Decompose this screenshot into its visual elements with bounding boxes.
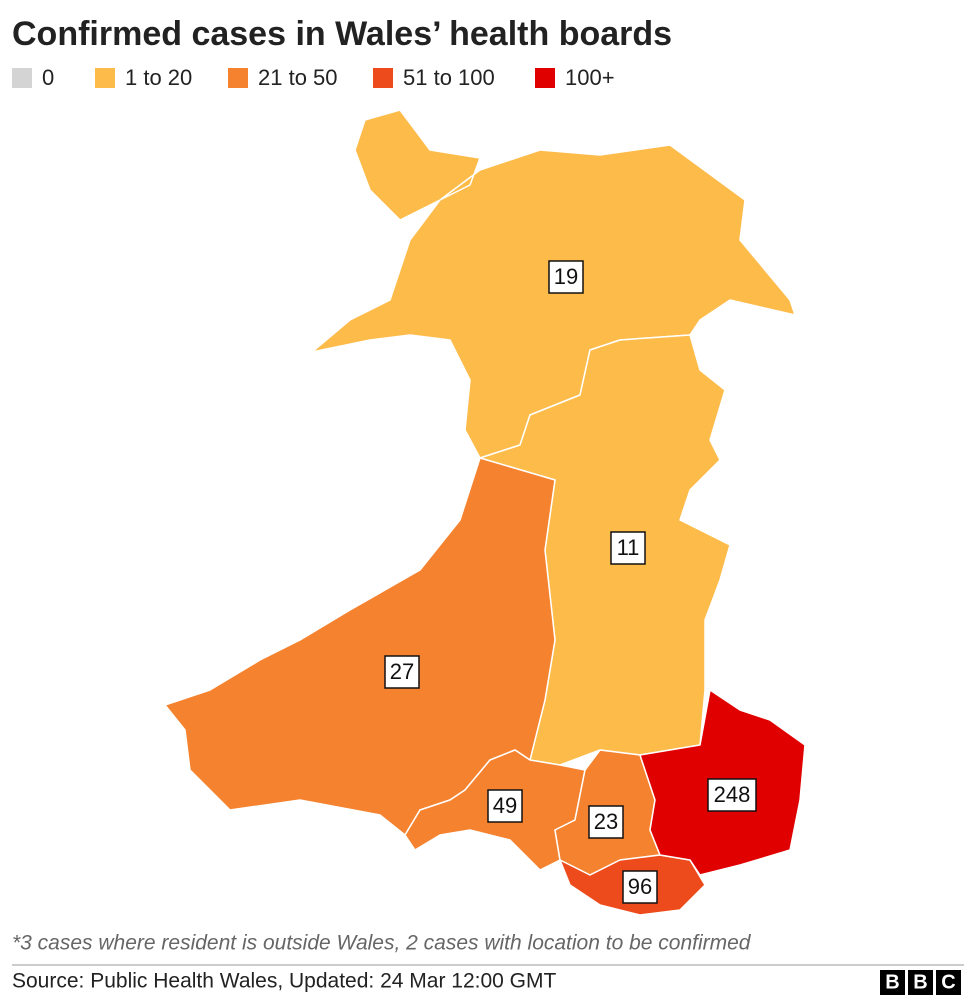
logo-block <box>880 970 905 995</box>
value-label: 19 <box>554 264 578 289</box>
value-box: 96 <box>622 870 658 904</box>
value-box: 49 <box>487 789 523 823</box>
legend-label: 0 <box>42 65 54 90</box>
value-label: 27 <box>390 659 414 684</box>
title: Confirmed cases in Wales’ health boards <box>12 15 672 53</box>
value-label: 248 <box>714 782 751 807</box>
value-box: 11 <box>610 531 646 565</box>
value-box: 19 <box>548 260 584 294</box>
legend-swatch <box>95 68 115 88</box>
map <box>164 109 806 916</box>
legend-label: 100+ <box>565 65 615 90</box>
value-label: 96 <box>628 874 652 899</box>
legend-swatch <box>12 68 32 88</box>
box <box>384 655 420 689</box>
value-label: 23 <box>594 809 618 834</box>
legend-swatch <box>535 68 555 88</box>
logo-block <box>908 970 933 995</box>
box <box>622 870 658 904</box>
logo-block <box>936 970 961 995</box>
legend: 0 1 to 20 21 to 50 51 to 100 100+ <box>12 65 615 90</box>
value-box: 23 <box>588 805 624 839</box>
legend-swatch <box>228 68 248 88</box>
region <box>164 457 556 836</box>
box <box>487 789 523 823</box>
legend-swatch <box>373 68 393 88</box>
value-box: 27 <box>384 655 420 689</box>
box <box>588 805 624 839</box>
value-box: 248 <box>707 778 757 812</box>
legend-label: 51 to 100 <box>403 65 495 90</box>
region-labels: 19 11 27 49 23 96 248 <box>384 260 757 904</box>
logo-letter: B <box>913 971 927 993</box>
footnote: *3 cases where resident is outside Wales… <box>12 932 752 955</box>
value-label: 11 <box>617 535 640 560</box>
legend-label: 1 to 20 <box>125 65 192 90</box>
logo-letter: B <box>885 971 899 993</box>
box <box>707 778 757 812</box>
box <box>610 531 646 565</box>
value-label: 49 <box>493 793 517 818</box>
source: Source: Public Health Wales, Updated: 24… <box>12 970 556 993</box>
logo-letter: C <box>941 971 955 993</box>
legend-label: 21 to 50 <box>258 65 338 90</box>
box <box>548 260 584 294</box>
